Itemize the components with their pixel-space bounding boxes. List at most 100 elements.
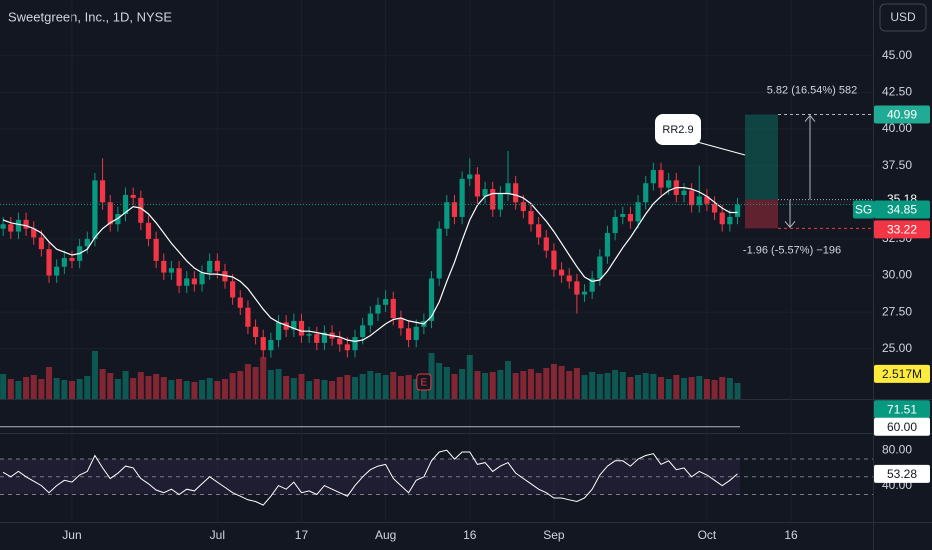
x-tick-label: Sep <box>543 528 565 542</box>
candle-body <box>352 337 358 351</box>
y-tick-label: 30.00 <box>882 268 912 282</box>
candle-body <box>230 281 236 298</box>
volume-bar <box>696 376 703 399</box>
volume-bar <box>229 373 236 399</box>
candle-body <box>635 202 641 222</box>
x-tick-label: Jun <box>62 528 81 542</box>
volume-bar <box>46 367 53 399</box>
volume-bar <box>428 353 435 399</box>
volume-bar <box>482 373 489 399</box>
candle-body <box>237 297 243 308</box>
volume-bar <box>443 367 450 399</box>
volume-bar <box>191 382 198 399</box>
candle-body <box>130 194 136 198</box>
candle-body <box>168 268 175 273</box>
candle-body <box>727 216 733 225</box>
volume-bar <box>15 381 22 399</box>
volume-bar <box>267 370 274 399</box>
volume-bar <box>581 375 588 399</box>
candle-body <box>145 222 152 239</box>
candle-body <box>314 334 320 343</box>
candle-body <box>566 275 572 282</box>
volume-bar <box>30 375 37 399</box>
candle-body <box>704 196 710 204</box>
volume-bar <box>466 355 473 399</box>
candle-body <box>627 214 634 222</box>
target-arrowhead <box>804 114 816 122</box>
candle-body <box>84 238 90 247</box>
candle-body <box>711 203 718 213</box>
rsi-line <box>2 449 738 506</box>
volume-bar <box>497 370 504 399</box>
volume-bar <box>451 374 458 399</box>
candle-body <box>199 272 205 285</box>
signal-tag: 71.51 <box>887 402 917 416</box>
candle-body <box>375 304 381 314</box>
volume-bar <box>635 375 642 399</box>
candle-body <box>719 212 725 225</box>
candle-body <box>153 238 159 261</box>
candle-body <box>8 224 14 232</box>
candle-body <box>92 180 98 239</box>
candle-body <box>398 317 404 329</box>
volume-bar <box>0 374 7 399</box>
candle-body <box>528 211 534 225</box>
volume-bar <box>260 357 267 399</box>
target-zone <box>745 114 778 200</box>
candle-body <box>467 174 473 179</box>
volume-bar <box>673 375 680 399</box>
candle-body <box>444 202 450 229</box>
volume-bar <box>153 374 160 399</box>
currency-label[interactable]: USD <box>890 10 916 24</box>
candle-body <box>275 322 282 340</box>
volume-bar <box>642 373 649 399</box>
signal-tag-bg <box>874 400 930 419</box>
y-tick-label: 42.50 <box>882 85 912 99</box>
candle-body <box>138 197 144 223</box>
volume-bar <box>505 361 512 399</box>
volume-bar <box>221 379 228 399</box>
volume-bar <box>122 371 129 399</box>
candle-body <box>650 170 656 184</box>
candle-body <box>505 183 511 194</box>
rsi-tag: 53.28 <box>887 467 917 481</box>
stop-label: -1.96 (-5.57%) −196 <box>743 244 841 256</box>
volume-bar <box>237 371 244 399</box>
candle-body <box>589 278 595 292</box>
volume-ma-tag-bg <box>874 364 930 383</box>
x-tick-label: Aug <box>375 528 396 542</box>
candle-body <box>252 326 259 338</box>
candle-body <box>161 260 167 273</box>
candle-body <box>543 237 549 251</box>
volume-bar <box>627 377 634 399</box>
currency-button[interactable] <box>879 3 927 32</box>
x-tick-label: 17 <box>295 528 309 542</box>
volume-bar <box>107 373 114 399</box>
candle-body <box>428 278 435 321</box>
volume-bar <box>76 379 83 399</box>
volume-bar <box>137 372 144 399</box>
volume-bar <box>489 372 496 399</box>
volume-bar <box>283 376 290 399</box>
note-box <box>655 114 701 145</box>
volume-bar <box>436 363 443 399</box>
note-label: RR2.9 <box>662 124 693 136</box>
volume-bar <box>206 378 213 399</box>
volume-bar <box>459 369 466 399</box>
stop-arrowhead <box>784 221 796 229</box>
x-tick-label: 16 <box>463 528 477 542</box>
symbol-tag-bg <box>853 200 874 219</box>
candle-body <box>574 281 580 295</box>
volume-bar <box>612 370 619 399</box>
candle-body <box>689 190 695 206</box>
candle-body <box>482 189 488 197</box>
volume-bar <box>183 381 190 399</box>
candle-body <box>31 228 37 238</box>
candle-body <box>451 202 458 217</box>
stop-tag-bg <box>874 220 930 239</box>
volume-bar <box>99 369 106 399</box>
volume-bar <box>589 372 596 399</box>
volume-bar <box>474 371 481 399</box>
candle-body <box>61 257 67 267</box>
